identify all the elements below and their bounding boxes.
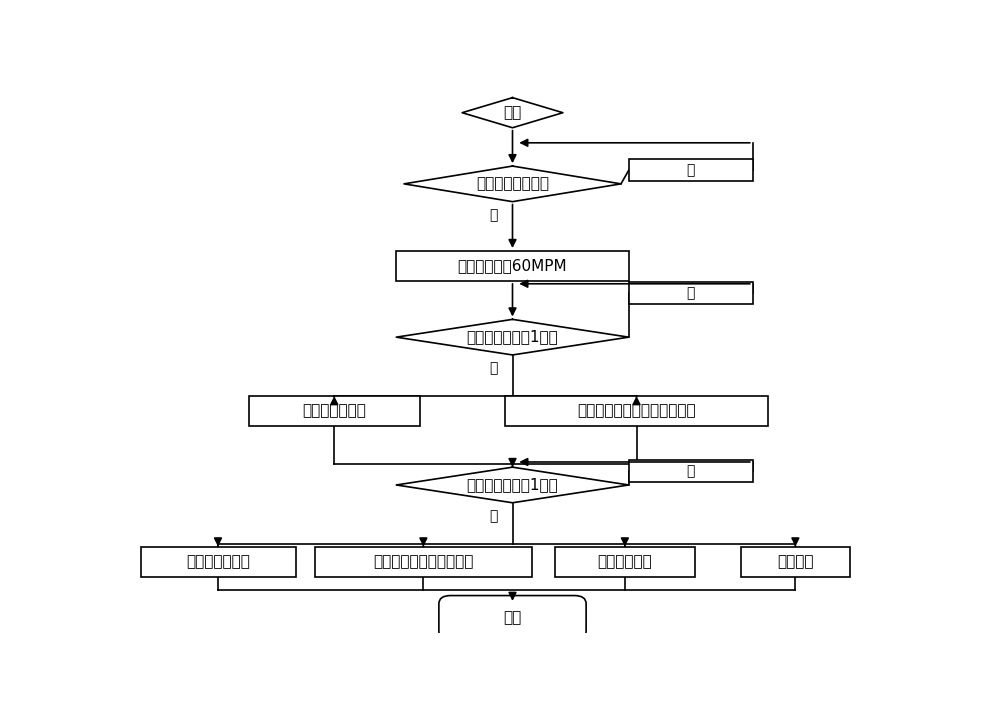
Text: 焊缝通过平整机1米？: 焊缝通过平整机1米？: [467, 478, 558, 493]
Polygon shape: [396, 319, 629, 355]
Text: 是: 是: [489, 509, 497, 523]
Text: 低轧制力切换设定轧制力: 低轧制力切换设定轧制力: [373, 554, 474, 569]
FancyBboxPatch shape: [741, 547, 850, 577]
FancyBboxPatch shape: [140, 547, 296, 577]
FancyBboxPatch shape: [629, 460, 753, 482]
FancyBboxPatch shape: [555, 547, 695, 577]
FancyBboxPatch shape: [396, 251, 629, 281]
Text: 切除延伸率模式: 切除延伸率模式: [302, 404, 366, 419]
Text: 开始: 开始: [503, 105, 522, 120]
Text: 焊缝靠近平整机？: 焊缝靠近平整机？: [476, 176, 549, 191]
FancyBboxPatch shape: [439, 596, 586, 639]
Text: 结束: 结束: [503, 610, 522, 625]
Text: 是: 是: [489, 208, 497, 223]
Text: 是: 是: [489, 361, 497, 375]
Polygon shape: [404, 166, 621, 202]
Text: 焊缝距离平整机1米？: 焊缝距离平整机1米？: [467, 330, 558, 345]
Text: 张力设定切换: 张力设定切换: [598, 554, 652, 569]
FancyBboxPatch shape: [249, 396, 420, 426]
Polygon shape: [462, 97, 563, 128]
FancyBboxPatch shape: [505, 396, 768, 426]
Text: 否: 否: [687, 164, 695, 177]
Text: 从运行轧制力切换到低轧制力: 从运行轧制力切换到低轧制力: [577, 404, 696, 419]
Text: 延伸率模式投入: 延伸率模式投入: [186, 554, 250, 569]
Polygon shape: [396, 467, 629, 503]
Text: 平整机减速到60MPM: 平整机减速到60MPM: [458, 259, 567, 274]
FancyBboxPatch shape: [315, 547, 532, 577]
FancyBboxPatch shape: [629, 159, 753, 181]
Text: 否: 否: [687, 287, 695, 300]
Text: 否: 否: [687, 464, 695, 479]
FancyBboxPatch shape: [629, 282, 753, 304]
Text: 机组升速: 机组升速: [777, 554, 814, 569]
